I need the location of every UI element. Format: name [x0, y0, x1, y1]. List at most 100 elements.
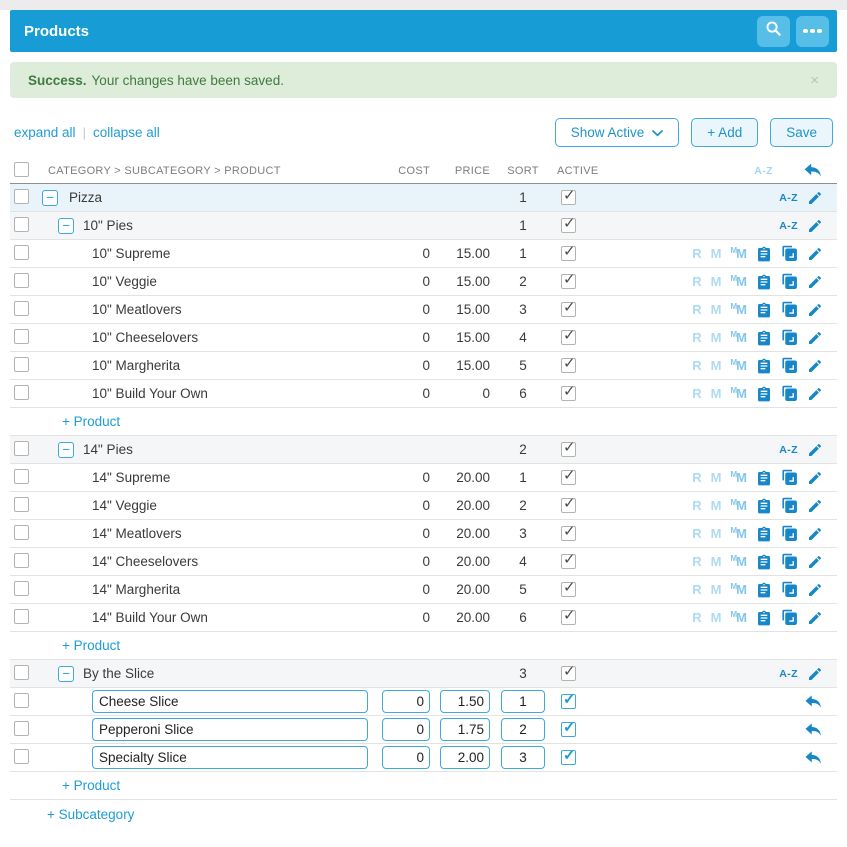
duplicate-icon[interactable] [781, 385, 798, 402]
duplicate-icon[interactable] [781, 357, 798, 374]
duplicate-icon[interactable] [781, 273, 798, 290]
duplicate-icon[interactable] [781, 497, 798, 514]
collapse-icon[interactable]: − [42, 189, 58, 206]
price-modifier-icon[interactable]: MM [730, 330, 747, 345]
sort-az-button[interactable]: A-Z [779, 191, 798, 204]
duplicate-icon[interactable] [781, 581, 798, 598]
active-checkbox[interactable] [561, 242, 576, 261]
recipe-icon[interactable]: R [692, 358, 702, 373]
row-select-checkbox[interactable] [14, 580, 29, 596]
product-price-input[interactable] [440, 746, 490, 769]
row-select-checkbox[interactable] [14, 300, 29, 316]
duplicate-icon[interactable] [781, 525, 798, 542]
active-checkbox[interactable] [561, 186, 576, 205]
edit-icon[interactable] [807, 302, 823, 318]
price-modifier-icon[interactable]: MM [730, 302, 747, 317]
recipe-icon[interactable]: R [692, 274, 702, 289]
price-modifier-icon[interactable]: MM [730, 582, 747, 597]
active-checkbox[interactable] [561, 270, 576, 289]
edit-icon[interactable] [807, 190, 823, 206]
clipboard-icon[interactable] [756, 554, 772, 570]
clipboard-icon[interactable] [756, 386, 772, 402]
edit-icon[interactable] [807, 330, 823, 346]
recipe-icon[interactable]: R [692, 330, 702, 345]
price-modifier-icon[interactable]: MM [730, 526, 747, 541]
active-checkbox[interactable] [561, 522, 576, 541]
duplicate-icon[interactable] [781, 329, 798, 346]
active-checkbox[interactable] [561, 298, 576, 317]
add-product-link[interactable]: + Product [62, 414, 121, 429]
modifiers-icon[interactable]: M [710, 526, 722, 541]
clipboard-icon[interactable] [756, 526, 772, 542]
undo-icon[interactable] [803, 692, 823, 712]
undo-icon[interactable] [803, 720, 823, 740]
edit-icon[interactable] [807, 526, 823, 542]
recipe-icon[interactable]: R [692, 386, 702, 401]
undo-icon[interactable] [803, 748, 823, 768]
collapse-icon[interactable]: − [58, 441, 74, 458]
row-select-checkbox[interactable] [14, 328, 29, 344]
recipe-icon[interactable]: R [692, 526, 702, 541]
edit-icon[interactable] [807, 386, 823, 402]
edit-icon[interactable] [807, 218, 823, 234]
edit-icon[interactable] [807, 554, 823, 570]
product-price-input[interactable] [440, 690, 490, 713]
product-cost-input[interactable] [382, 718, 430, 741]
edit-icon[interactable] [807, 666, 823, 682]
modifiers-icon[interactable]: M [710, 498, 722, 513]
clipboard-icon[interactable] [756, 582, 772, 598]
collapse-all-link[interactable]: collapse all [92, 125, 160, 140]
recipe-icon[interactable]: R [692, 246, 702, 261]
active-checkbox[interactable] [561, 214, 576, 233]
row-select-checkbox[interactable] [14, 216, 29, 232]
clipboard-icon[interactable] [756, 470, 772, 486]
active-checkbox[interactable] [561, 606, 576, 625]
add-subcategory-link[interactable]: + Subcategory [47, 806, 135, 822]
edit-icon[interactable] [807, 470, 823, 486]
clipboard-icon[interactable] [756, 610, 772, 626]
duplicate-icon[interactable] [781, 469, 798, 486]
product-name-input[interactable] [92, 690, 368, 713]
row-select-checkbox[interactable] [14, 468, 29, 484]
save-button[interactable]: Save [770, 118, 833, 147]
row-select-checkbox[interactable] [14, 496, 29, 512]
product-cost-input[interactable] [382, 690, 430, 713]
product-price-input[interactable] [440, 718, 490, 741]
active-checkbox[interactable] [561, 746, 576, 765]
row-select-checkbox[interactable] [14, 244, 29, 260]
row-select-checkbox[interactable] [14, 272, 29, 288]
duplicate-icon[interactable] [781, 301, 798, 318]
recipe-icon[interactable]: R [692, 554, 702, 569]
modifiers-icon[interactable]: M [710, 274, 722, 289]
product-cost-input[interactable] [382, 746, 430, 769]
clipboard-icon[interactable] [756, 498, 772, 514]
product-name-input[interactable] [92, 746, 368, 769]
show-active-dropdown[interactable]: Show Active [554, 118, 680, 147]
row-select-checkbox[interactable] [14, 440, 29, 456]
edit-icon[interactable] [807, 610, 823, 626]
product-sort-input[interactable] [501, 718, 545, 741]
row-select-checkbox[interactable] [14, 692, 29, 708]
price-modifier-icon[interactable]: MM [730, 386, 747, 401]
row-select-checkbox[interactable] [14, 664, 29, 680]
price-modifier-icon[interactable]: MM [730, 554, 747, 569]
active-checkbox[interactable] [561, 690, 576, 709]
edit-icon[interactable] [807, 498, 823, 514]
sort-az-header-button[interactable]: A-Z [754, 164, 773, 177]
active-checkbox[interactable] [561, 466, 576, 485]
active-checkbox[interactable] [561, 382, 576, 401]
sort-az-button[interactable]: A-Z [779, 219, 798, 232]
clipboard-icon[interactable] [756, 302, 772, 318]
product-sort-input[interactable] [501, 690, 545, 713]
duplicate-icon[interactable] [781, 245, 798, 262]
modifiers-icon[interactable]: M [710, 582, 722, 597]
collapse-icon[interactable]: − [58, 665, 74, 682]
sort-az-button[interactable]: A-Z [779, 443, 798, 456]
row-select-checkbox[interactable] [14, 524, 29, 540]
edit-icon[interactable] [807, 442, 823, 458]
row-select-checkbox[interactable] [14, 720, 29, 736]
price-modifier-icon[interactable]: MM [730, 610, 747, 625]
modifiers-icon[interactable]: M [710, 330, 722, 345]
price-modifier-icon[interactable]: MM [730, 358, 747, 373]
row-select-checkbox[interactable] [14, 188, 29, 204]
